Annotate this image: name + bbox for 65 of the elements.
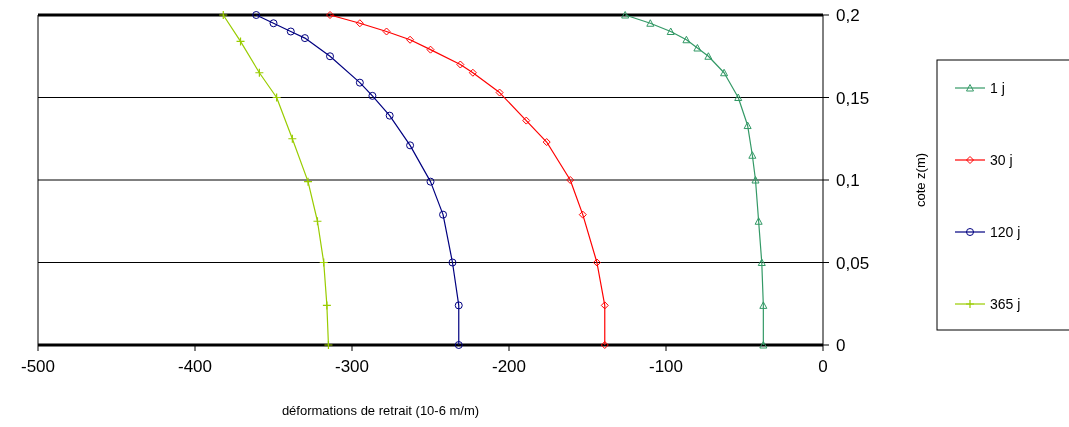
x-tick-label: 0	[818, 357, 828, 376]
y-tick-label: 0,1	[836, 171, 860, 190]
point	[682, 35, 691, 44]
point	[454, 301, 463, 310]
point	[406, 35, 415, 44]
point	[757, 258, 766, 266]
point	[666, 27, 675, 35]
point	[495, 88, 504, 97]
y-tick-label: 0,15	[836, 88, 870, 108]
y-tick-label: 0,2	[836, 6, 860, 25]
x-tick-label: -300	[334, 357, 370, 376]
legend-label: 120 j	[990, 224, 1021, 240]
point	[456, 60, 465, 69]
point	[454, 341, 463, 349]
point	[426, 45, 435, 54]
point	[303, 177, 313, 187]
point	[355, 78, 364, 87]
point	[751, 176, 760, 184]
point	[578, 210, 587, 219]
point	[759, 341, 768, 349]
point	[326, 11, 335, 19]
point	[743, 121, 752, 130]
legend-label: 365 j	[990, 296, 1021, 312]
point	[218, 10, 228, 20]
point	[592, 258, 601, 267]
point	[326, 52, 335, 61]
point	[759, 301, 768, 309]
y-axis-title: cote z(m)	[913, 152, 928, 208]
point	[693, 44, 702, 52]
point	[704, 52, 713, 60]
point	[368, 91, 377, 100]
point	[734, 93, 743, 101]
point	[646, 19, 655, 27]
point	[269, 19, 278, 28]
point	[468, 68, 477, 77]
point	[300, 34, 309, 43]
point	[322, 300, 332, 310]
point	[621, 11, 630, 19]
point	[600, 341, 609, 349]
x-tick-label: -200	[491, 357, 527, 376]
point	[566, 176, 575, 184]
point	[748, 151, 757, 159]
x-tick-label: -100	[648, 357, 684, 376]
y-tick-label: 0	[836, 336, 846, 355]
point	[600, 301, 609, 310]
legend-label: 30 j	[990, 152, 1013, 168]
point	[448, 258, 457, 267]
point	[286, 27, 295, 36]
point	[522, 116, 531, 125]
point	[382, 27, 391, 36]
y-tick-label: 0,05	[836, 253, 870, 273]
point	[385, 111, 394, 120]
point	[542, 138, 551, 147]
legend-label: 1 j	[990, 80, 1005, 96]
point	[720, 68, 729, 77]
point	[323, 340, 334, 350]
x-tick-label: -500	[20, 357, 56, 376]
x-axis-title: déformations de retrait (10-6 m/m)	[281, 403, 480, 418]
x-tick-label: -400	[177, 357, 213, 376]
point	[406, 141, 415, 150]
point	[754, 217, 763, 225]
point	[252, 11, 261, 19]
point	[355, 19, 364, 28]
point	[439, 210, 448, 219]
point	[426, 177, 435, 186]
